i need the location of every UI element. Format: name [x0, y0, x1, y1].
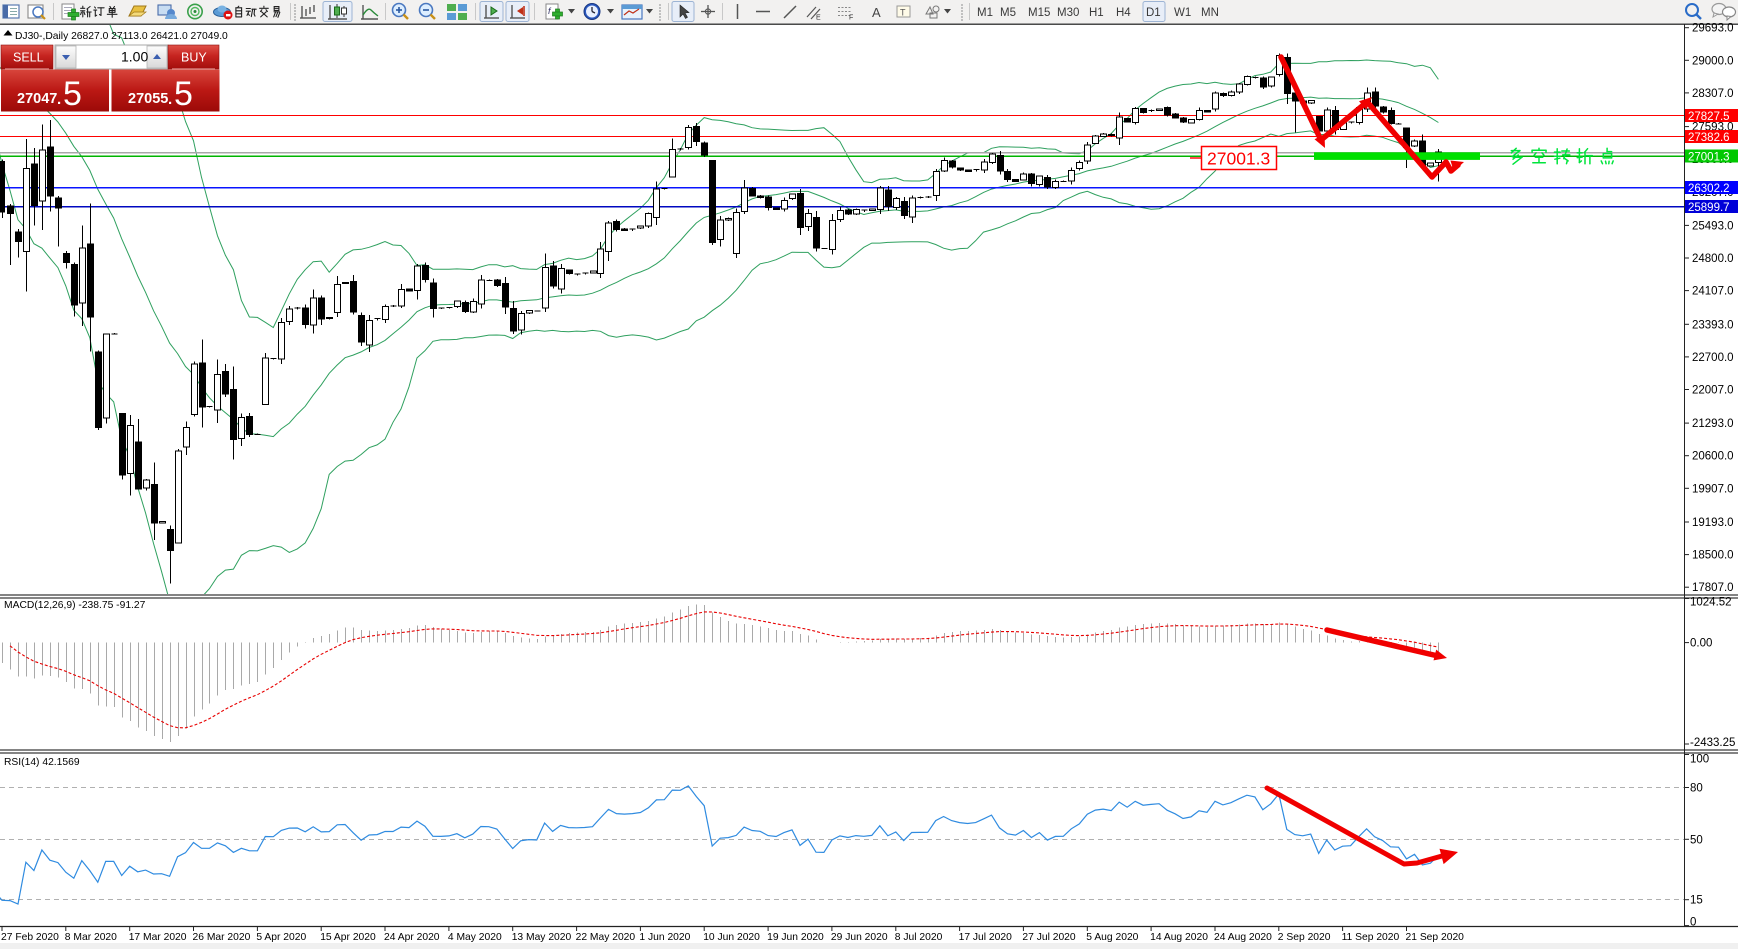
svg-text:27047: 27047	[17, 91, 57, 107]
svg-text:20600.0: 20600.0	[1692, 451, 1734, 463]
svg-text:5 Apr 2020: 5 Apr 2020	[256, 932, 306, 943]
svg-text:22 May 2020: 22 May 2020	[576, 932, 636, 943]
svg-text:M1: M1	[977, 7, 993, 19]
svg-text:29 Jun 2020: 29 Jun 2020	[831, 932, 888, 943]
svg-text:27055: 27055	[128, 91, 168, 107]
svg-text:8 Mar 2020: 8 Mar 2020	[65, 932, 117, 943]
svg-text:19193.0: 19193.0	[1692, 517, 1734, 529]
svg-text:A: A	[872, 5, 881, 20]
svg-text:M30: M30	[1057, 7, 1079, 19]
svg-text:29000.0: 29000.0	[1692, 55, 1734, 67]
svg-text:5: 5	[174, 75, 193, 113]
svg-text:15 Apr 2020: 15 Apr 2020	[320, 932, 376, 943]
svg-text:MACD(12,26,9) -238.75 -91.27: MACD(12,26,9) -238.75 -91.27	[4, 600, 146, 611]
svg-text:MN: MN	[1201, 7, 1219, 19]
svg-text:21 Sep 2020: 21 Sep 2020	[1406, 932, 1465, 943]
svg-text:11 Sep 2020: 11 Sep 2020	[1342, 932, 1400, 943]
svg-text:25899.7: 25899.7	[1688, 202, 1730, 214]
svg-text:5 Aug 2020: 5 Aug 2020	[1086, 932, 1138, 943]
svg-text:D1: D1	[1146, 7, 1161, 19]
svg-text:.: .	[57, 91, 61, 108]
svg-text:22007.0: 22007.0	[1692, 385, 1734, 397]
svg-text:27 Feb 2020: 27 Feb 2020	[1, 932, 59, 943]
svg-text:26 Mar 2020: 26 Mar 2020	[193, 932, 251, 943]
svg-text:H1: H1	[1089, 7, 1104, 19]
svg-text:28307.0: 28307.0	[1692, 88, 1734, 100]
svg-text:F: F	[849, 15, 853, 22]
svg-text:1024.52: 1024.52	[1690, 597, 1732, 609]
svg-text:17807.0: 17807.0	[1692, 582, 1734, 594]
svg-text:2 Sep 2020: 2 Sep 2020	[1278, 932, 1331, 943]
svg-text:15: 15	[1690, 895, 1703, 907]
svg-text:25493.0: 25493.0	[1692, 220, 1734, 232]
svg-text:26302.2: 26302.2	[1688, 183, 1730, 195]
svg-text:29693.0: 29693.0	[1692, 23, 1734, 35]
svg-text:0.00: 0.00	[1690, 638, 1712, 650]
svg-text:24 Apr 2020: 24 Apr 2020	[384, 932, 440, 943]
svg-text:17 Mar 2020: 17 Mar 2020	[129, 932, 187, 943]
svg-text:18500.0: 18500.0	[1692, 550, 1734, 562]
svg-text:10 Jun 2020: 10 Jun 2020	[703, 932, 760, 943]
svg-text:100: 100	[1690, 754, 1709, 766]
svg-text:-2433.25: -2433.25	[1690, 737, 1735, 749]
svg-text:22700.0: 22700.0	[1692, 352, 1734, 364]
svg-text:80: 80	[1690, 783, 1703, 795]
svg-text:W1: W1	[1174, 7, 1191, 19]
svg-text:21293.0: 21293.0	[1692, 418, 1734, 430]
svg-text:1 Jun 2020: 1 Jun 2020	[639, 932, 690, 943]
svg-text:RSI(14) 42.1569: RSI(14) 42.1569	[4, 757, 80, 768]
svg-text:M15: M15	[1028, 7, 1050, 19]
svg-text:19907.0: 19907.0	[1692, 483, 1734, 495]
svg-text:0: 0	[1690, 917, 1696, 929]
svg-text:14 Aug 2020: 14 Aug 2020	[1150, 932, 1208, 943]
svg-text:f: f	[548, 6, 552, 16]
svg-text:M5: M5	[1000, 7, 1016, 19]
svg-text:1.00: 1.00	[121, 49, 148, 65]
svg-text:24800.0: 24800.0	[1692, 253, 1734, 265]
svg-text:23393.0: 23393.0	[1692, 319, 1734, 331]
svg-text:50: 50	[1690, 834, 1703, 846]
svg-text:13 May 2020: 13 May 2020	[512, 932, 572, 943]
svg-text:19 Jun 2020: 19 Jun 2020	[767, 932, 824, 943]
svg-text:4 May 2020: 4 May 2020	[448, 932, 502, 943]
svg-text:27001.3: 27001.3	[1207, 149, 1270, 169]
svg-text:SELL: SELL	[13, 51, 44, 65]
svg-text:27 Jul 2020: 27 Jul 2020	[1022, 932, 1076, 943]
svg-text:E: E	[816, 15, 821, 22]
svg-text:27001.3: 27001.3	[1688, 152, 1730, 164]
svg-text:.: .	[168, 91, 172, 108]
svg-text:17 Jul 2020: 17 Jul 2020	[959, 932, 1013, 943]
svg-text:8 Jul 2020: 8 Jul 2020	[895, 932, 943, 943]
svg-text:24107.0: 24107.0	[1692, 286, 1734, 298]
svg-text:5: 5	[63, 75, 82, 113]
svg-text:H4: H4	[1116, 7, 1131, 19]
svg-text:BUY: BUY	[181, 51, 207, 65]
svg-text:DJ30-,Daily 26827.0 27113.0 2: DJ30-,Daily 26827.0 27113.0 26421.0 2704…	[15, 31, 228, 42]
svg-text:27827.5: 27827.5	[1688, 111, 1730, 123]
svg-text:24 Aug 2020: 24 Aug 2020	[1214, 932, 1272, 943]
svg-text:T: T	[900, 8, 906, 18]
svg-text:27382.6: 27382.6	[1688, 132, 1730, 144]
